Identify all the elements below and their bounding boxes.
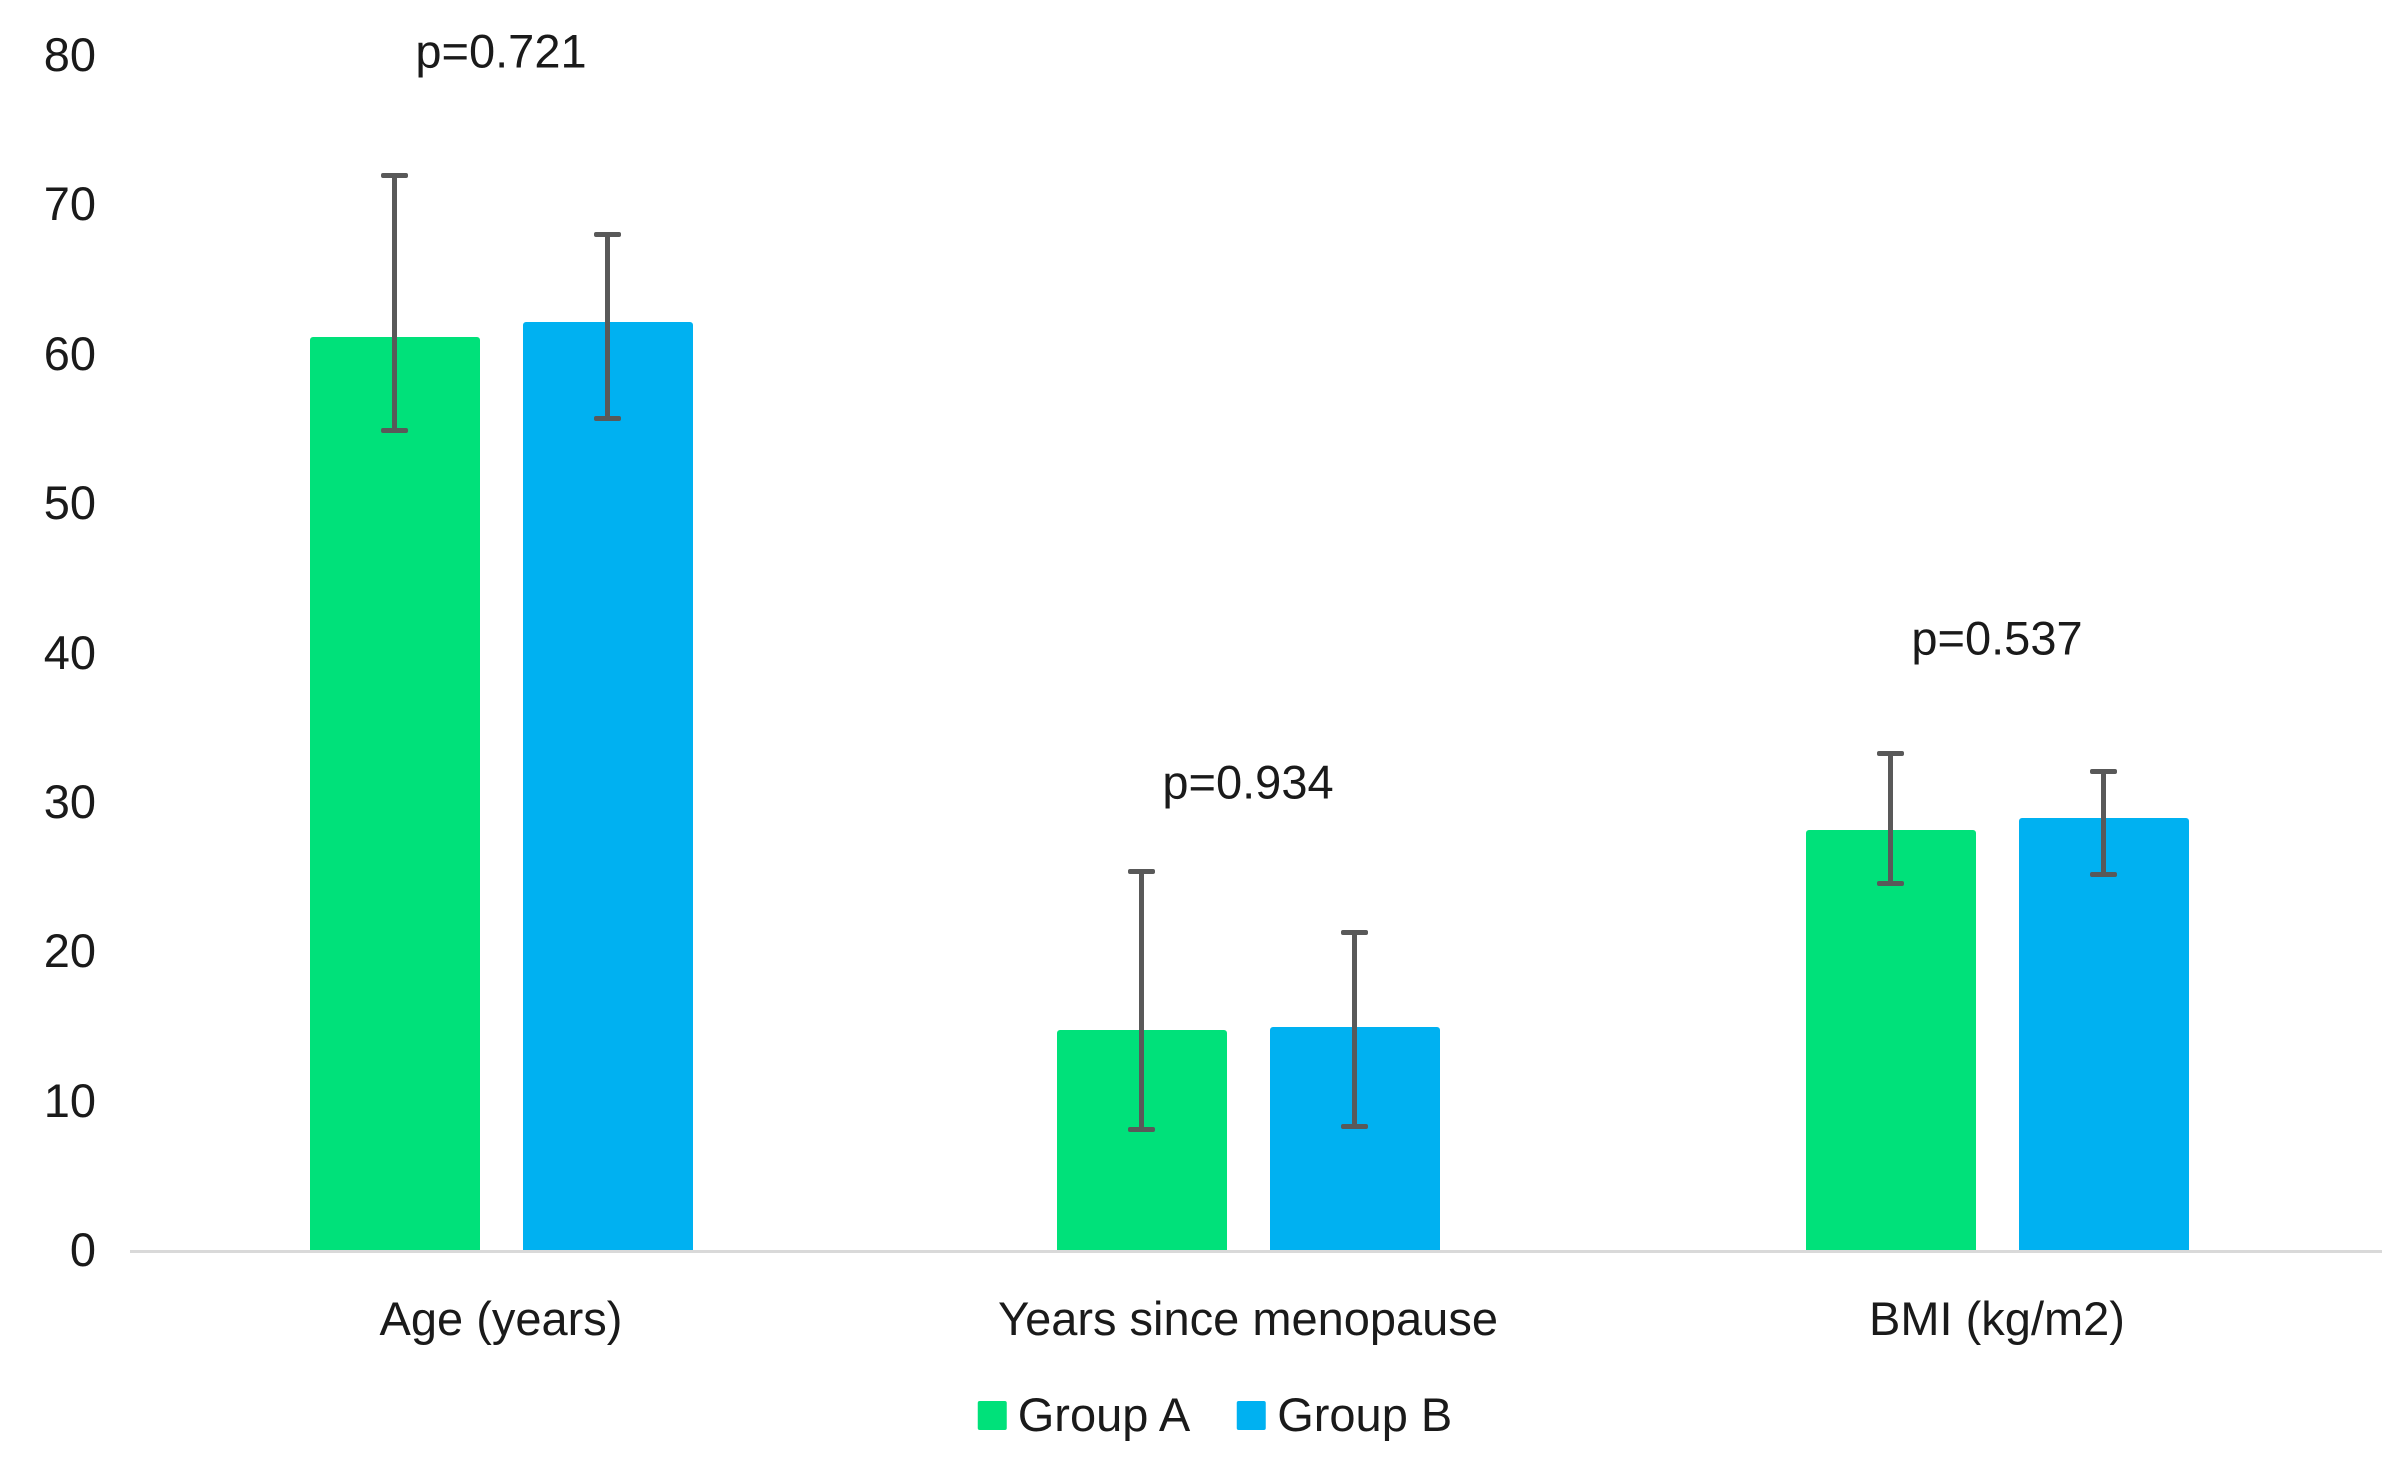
- y-axis-tick-label: 50: [43, 476, 96, 530]
- y-axis-tick-label: 40: [43, 625, 96, 679]
- x-axis-line: [130, 1250, 2382, 1253]
- bar: [1805, 830, 1976, 1250]
- error-bar-top-cap: [1128, 868, 1155, 874]
- error-bar-bottom-cap: [1341, 1124, 1368, 1130]
- bar: [522, 322, 693, 1250]
- x-axis-category-label: BMI (kg/m2): [1869, 1292, 2125, 1345]
- error-bar-top-cap: [1877, 750, 1904, 756]
- error-bar: [1888, 752, 1893, 883]
- legend-swatch-group-a: [977, 1400, 1007, 1430]
- error-bar: [2101, 770, 2106, 874]
- legend-swatch-group-b: [1237, 1400, 1267, 1430]
- y-axis-tick-label: 0: [69, 1223, 96, 1276]
- legend-label-group-a: Group A: [1017, 1388, 1191, 1441]
- bar: [309, 337, 480, 1250]
- error-bar-top-cap: [2090, 768, 2117, 774]
- p-value-label: p=0.721: [415, 24, 587, 78]
- y-axis-tick-label: 60: [43, 326, 96, 380]
- y-axis-tick-label: 80: [43, 28, 96, 81]
- y-axis-tick-label: 20: [43, 924, 96, 978]
- error-bar: [1352, 931, 1357, 1127]
- y-axis-tick-label: 30: [43, 774, 96, 828]
- x-axis-category-label: Years since menopause: [998, 1292, 1498, 1345]
- bar: [2018, 818, 2189, 1250]
- p-value-label: p=0.537: [1911, 611, 2083, 665]
- y-axis-tick-label: 10: [43, 1073, 96, 1127]
- error-bar-top-cap: [381, 172, 408, 178]
- error-bar-bottom-cap: [1128, 1127, 1155, 1132]
- error-bar-bottom-cap: [1877, 880, 1904, 886]
- legend-entry-group-a: Group A: [977, 1388, 1191, 1441]
- legend: Group A Group B: [977, 1388, 1452, 1441]
- error-bar-bottom-cap: [2090, 871, 2117, 877]
- error-bar-top-cap: [594, 232, 621, 238]
- error-bar-top-cap: [1341, 929, 1368, 935]
- error-bar-bottom-cap: [381, 427, 408, 433]
- error-bar: [1139, 870, 1144, 1129]
- error-bar: [392, 174, 397, 430]
- p-value-label: p=0.934: [1162, 755, 1334, 809]
- y-axis-tick-label: 70: [43, 177, 96, 231]
- legend-label-group-b: Group B: [1277, 1388, 1453, 1441]
- error-bar: [605, 234, 610, 418]
- legend-entry-group-b: Group B: [1237, 1390, 1452, 1440]
- error-bar-bottom-cap: [594, 415, 621, 421]
- x-axis-category-label: Age (years): [379, 1292, 623, 1345]
